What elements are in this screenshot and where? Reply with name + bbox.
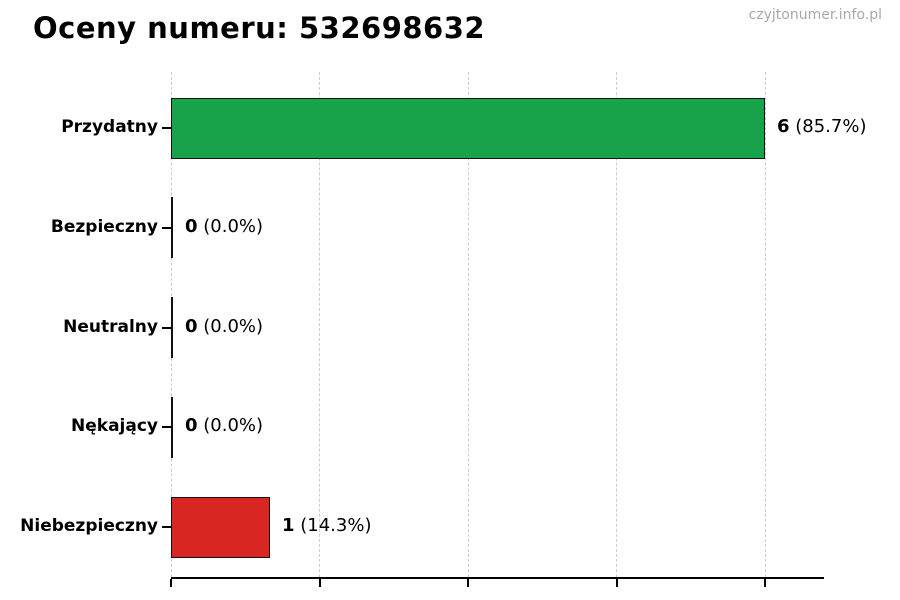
- value-percentage: (14.3%): [294, 515, 372, 537]
- y-axis-tick: [162, 226, 171, 229]
- value-count: 0: [185, 415, 198, 437]
- bar-przydatny: [171, 97, 765, 159]
- y-axis-tick: [162, 526, 171, 529]
- bar-niebezpieczny: [171, 496, 270, 558]
- x-axis-tick: [170, 579, 172, 587]
- value-percentage: (85.7%): [789, 116, 867, 137]
- chart-title: Oceny numeru: 532698632: [33, 11, 486, 45]
- value-count: 0: [185, 315, 198, 337]
- value-count: 6: [777, 116, 790, 137]
- x-axis-tick: [318, 579, 321, 587]
- gridline-x-3: [467, 72, 469, 577]
- bar-nękający: [171, 396, 173, 458]
- category-label: Przydatny: [61, 117, 158, 137]
- value-label: 6 (85.7%): [777, 116, 866, 137]
- gridline-x-4.5: [616, 72, 617, 577]
- x-axis-line: [171, 577, 825, 579]
- watermark: czyjtonumer.info.pl: [748, 7, 882, 23]
- category-label: Nękający: [71, 416, 158, 437]
- category-label: Niebezpieczny: [20, 516, 158, 537]
- value-label: 0 (0.0%): [185, 415, 263, 436]
- x-axis-tick: [615, 579, 618, 587]
- category-label: Neutralny: [63, 316, 158, 337]
- bar-bezpieczny: [171, 197, 173, 259]
- value-percentage: (0.0%): [197, 415, 264, 437]
- value-percentage: (0.0%): [197, 315, 264, 337]
- x-axis-tick: [764, 579, 766, 587]
- x-axis-tick: [467, 579, 469, 587]
- value-count: 0: [185, 215, 198, 237]
- category-label: Bezpieczny: [50, 216, 158, 237]
- value-label: 0 (0.0%): [185, 316, 263, 337]
- y-axis-tick: [162, 326, 171, 329]
- value-percentage: (0.0%): [197, 215, 264, 237]
- bar-neutralny: [171, 297, 173, 359]
- gridline-x-1.5: [319, 72, 320, 577]
- gridline-x-6: [764, 72, 766, 577]
- y-axis-tick: [162, 127, 171, 129]
- value-label: 0 (0.0%): [185, 216, 263, 237]
- value-label: 1 (14.3%): [282, 515, 371, 536]
- y-axis-tick: [162, 426, 171, 429]
- value-count: 1: [282, 515, 295, 537]
